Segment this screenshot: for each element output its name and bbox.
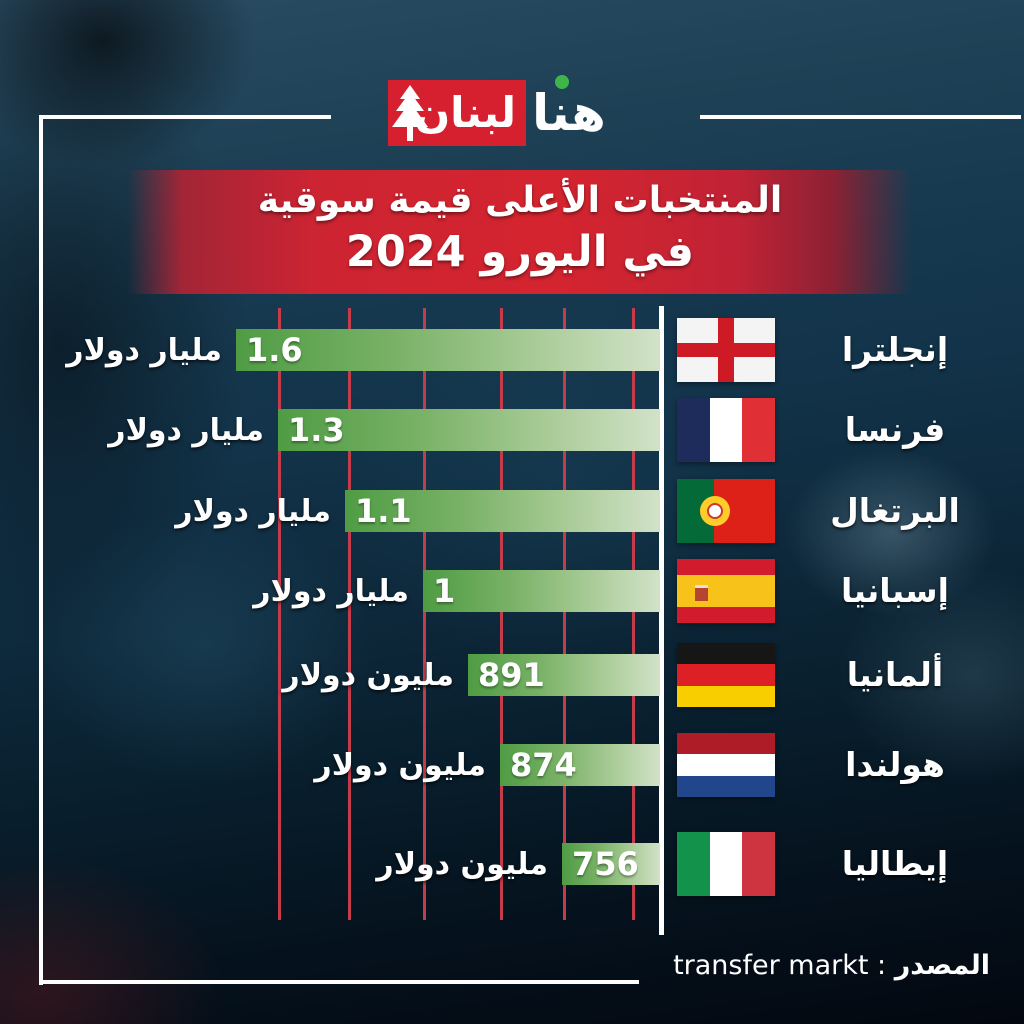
country-label-spain: إسبانيا xyxy=(841,571,949,610)
value-bar: 1.3 xyxy=(278,409,660,451)
country-label-england: إنجلترا xyxy=(841,330,949,369)
value-bar: 756 xyxy=(562,843,660,885)
italy-flag xyxy=(677,832,775,896)
england-flag xyxy=(677,318,775,382)
logo-red-box: لبنان xyxy=(388,80,526,146)
logo-text-lebanon: لبنان xyxy=(414,88,516,137)
value-bar: 874 xyxy=(500,744,660,786)
frame-left-line xyxy=(39,115,43,985)
logo-huna-lebanon: لبنان هنا xyxy=(388,75,606,148)
netherlands-flag xyxy=(677,733,775,797)
germany-flag xyxy=(677,643,775,707)
frame-bottom-line xyxy=(39,980,639,984)
value-label: 891 xyxy=(478,656,545,694)
value-label: 1 xyxy=(433,572,456,610)
cedar-tree-icon xyxy=(390,83,430,149)
country-label-netherlands: هولندا xyxy=(845,745,945,784)
france-flag xyxy=(677,398,775,462)
source-value: transfer markt xyxy=(673,950,869,981)
value-label: 1.3 xyxy=(288,411,345,449)
title-banner: المنتخبات الأعلى قيمة سوقية في اليورو 20… xyxy=(128,170,912,294)
unit-label: مليون دولار xyxy=(314,748,486,783)
source-separator: : xyxy=(877,950,887,981)
frame-top-left-line xyxy=(39,115,331,119)
unit-label: مليار دولار xyxy=(108,413,264,448)
spain-flag xyxy=(677,559,775,623)
unit-label: مليون دولار xyxy=(282,658,454,693)
gridline xyxy=(500,308,503,920)
country-label-france: فرنسا xyxy=(844,410,946,449)
value-label: 874 xyxy=(510,746,577,784)
country-label-portugal: البرتغال xyxy=(830,491,960,530)
title-line2: في اليورو 2024 xyxy=(345,227,695,277)
gridline xyxy=(563,308,566,920)
gridline xyxy=(348,308,351,920)
portugal-flag xyxy=(677,479,775,543)
value-bar: 891 xyxy=(468,654,660,696)
value-label: 1.1 xyxy=(355,492,412,530)
value-bar: 1 xyxy=(423,570,660,612)
unit-label: مليار دولار xyxy=(253,574,409,609)
value-bar: 1.6 xyxy=(236,329,660,371)
gridline xyxy=(423,308,426,920)
axis-line xyxy=(659,306,664,935)
country-label-germany: ألمانيا xyxy=(846,655,944,694)
unit-label: مليار دولار xyxy=(66,333,222,368)
gridline xyxy=(278,308,281,920)
source-label: المصدر xyxy=(894,950,990,981)
unit-label: مليون دولار xyxy=(376,847,548,882)
country-label-italy: إيطاليا xyxy=(841,844,949,883)
value-label: 756 xyxy=(572,845,639,883)
value-bar: 1.1 xyxy=(345,490,660,532)
frame-top-right-line xyxy=(700,115,1021,119)
source-line: المصدر : transfer markt xyxy=(673,950,990,981)
value-label: 1.6 xyxy=(246,331,303,369)
logo-text-huna: هنا xyxy=(532,75,606,145)
gridline xyxy=(632,308,635,920)
logo-green-dot xyxy=(554,75,569,89)
unit-label: مليار دولار xyxy=(175,494,331,529)
title-line1: المنتخبات الأعلى قيمة سوقية xyxy=(257,180,783,221)
